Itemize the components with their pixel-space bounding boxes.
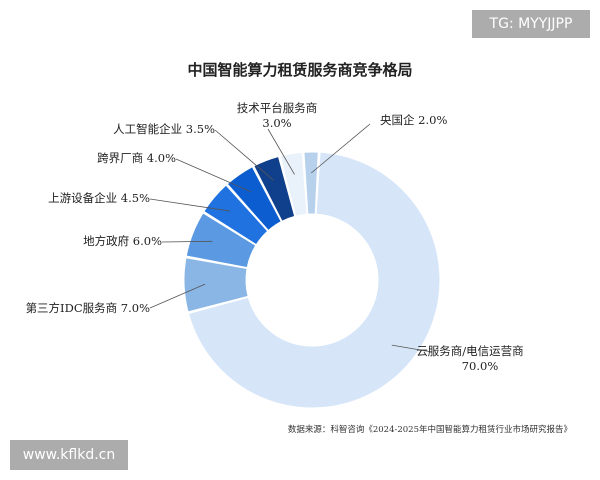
slice-央国企: [303, 151, 319, 215]
watermark-telegram: TG: MYYJJPP: [472, 10, 590, 38]
source-note: 数据来源：科智咨询《2024-2025年中国智能算力租赁行业市场研究报告》: [288, 424, 572, 435]
label-value-技术平台服务商: 3.0%: [262, 116, 291, 130]
leader-跨界厂商: [175, 158, 252, 193]
label-人工智能企业: 人工智能企业 3.5%: [113, 122, 215, 136]
leader-第三方IDC服务商: [149, 283, 206, 309]
leader-上游设备企业: [149, 198, 231, 212]
slice-上游设备企业: [203, 184, 269, 246]
leader-地方政府: [161, 240, 213, 243]
slice-地方政府: [185, 212, 257, 269]
slice-跨界厂商: [226, 166, 282, 232]
label-第三方IDC服务商: 第三方IDC服务商 7.0%: [26, 301, 151, 315]
leader-云服务商-电信运营商: [391, 344, 433, 353]
slice-人工智能企业: [253, 155, 296, 222]
label-value-云服务商-电信运营商: 70.0%: [462, 359, 499, 373]
watermark-site: www.kflkd.cn: [10, 440, 128, 470]
slice-技术平台服务商: [279, 151, 308, 217]
chart-title: 中国智能算力租赁服务商竞争格局: [187, 61, 412, 79]
label-跨界厂商: 跨界厂商 4.0%: [97, 151, 176, 165]
leader-技术平台服务商: [267, 128, 295, 175]
label-央国企: 央国企 2.0%: [380, 113, 447, 127]
label-name-技术平台服务商: 技术平台服务商: [237, 101, 318, 115]
leader-人工智能企业: [214, 129, 274, 181]
leader-lines: [149, 123, 433, 353]
slice-云服务商-电信运营商: [187, 151, 441, 409]
label-地方政府: 地方政府 6.0%: [83, 234, 162, 248]
slice-第三方IDC服务商: [183, 257, 249, 313]
leader-央国企: [310, 123, 371, 174]
donut-slices: [183, 151, 441, 409]
label-上游设备企业: 上游设备企业 4.5%: [48, 191, 150, 205]
label-name-云服务商-电信运营商: 云服务商/电信运营商: [416, 344, 523, 358]
